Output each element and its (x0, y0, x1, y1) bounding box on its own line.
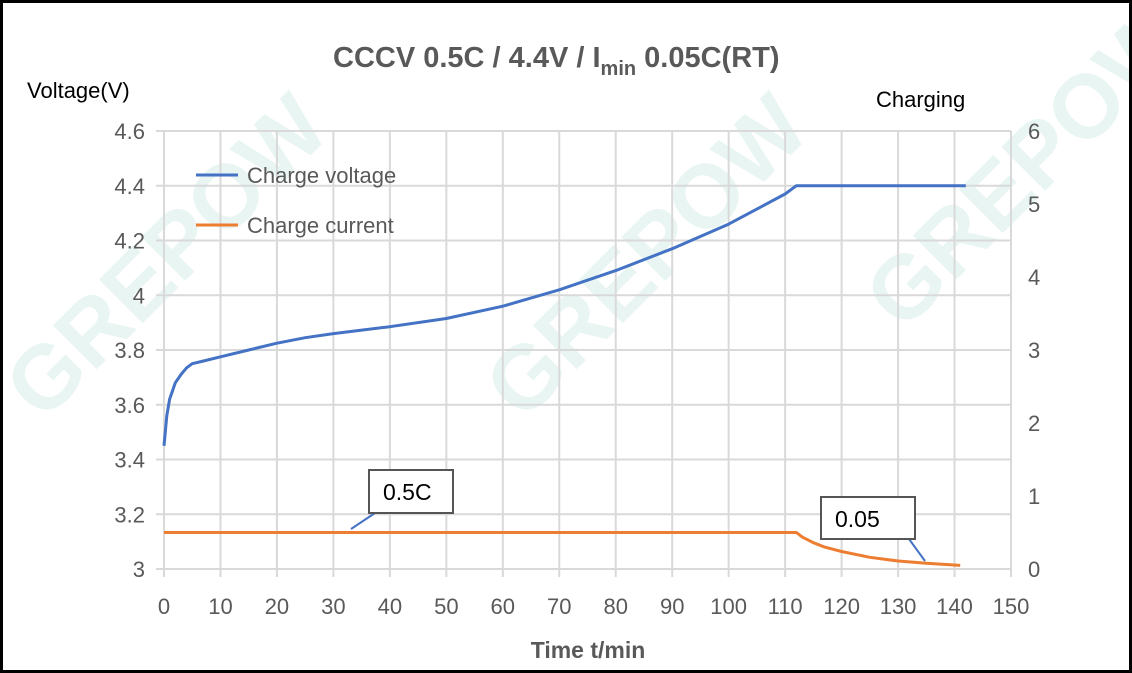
x-tick-label: 40 (378, 594, 402, 619)
x-tick-label: 110 (768, 594, 803, 619)
annotations: 0.5C 0.05 (350, 469, 926, 562)
y-right-tick-label: 6 (1028, 119, 1040, 144)
x-tick-label: 70 (547, 594, 571, 619)
y-right-tick-label: 4 (1028, 265, 1040, 290)
series-layer (162, 184, 966, 567)
y-left-tick-label: 4.4 (114, 174, 145, 199)
x-tick-label: 50 (434, 594, 458, 619)
legend-label: Charge voltage (247, 163, 396, 188)
annotation-box (368, 469, 454, 514)
annotation-box (820, 496, 916, 540)
x-tick-label: 20 (265, 594, 289, 619)
y-right-label: Charging (876, 87, 965, 112)
x-axis-label: Time t/min (531, 637, 646, 663)
y-left-tick-label: 4.6 (114, 119, 145, 144)
x-tick-label: 100 (710, 594, 747, 619)
x-tick-label: 10 (208, 594, 232, 619)
y-left-tick-label: 3.6 (114, 393, 145, 418)
tick-labels: 0 10 20 30 40 50 60 70 80 90 100 110 120 130 140 15033.… (114, 119, 1040, 619)
y-right-tick-label: 3 (1028, 338, 1040, 363)
chart-title: CCCV 0.5C / 4.4V / Imin 0.05C(RT) (333, 42, 780, 80)
legend: Charge voltage Charge current (196, 163, 396, 238)
annotation-label: 0.5C (383, 479, 432, 505)
x-tick-label: 80 (603, 594, 627, 619)
y-right-tick-label: 5 (1028, 192, 1040, 217)
x-tick-label: 150 (993, 594, 1030, 619)
y-left-tick-label: 4 (133, 283, 145, 308)
y-left-tick-label: 3.2 (114, 502, 145, 527)
series-line-charge-current (164, 531, 961, 567)
y-right-tick-label: 2 (1028, 411, 1040, 436)
annotation-leader (908, 538, 926, 562)
chart-svg: GREPOW GREPOW GREPOW CCCV 0.5C / 4.4V / Im… (3, 3, 1129, 663)
y-right-tick-label: 1 (1028, 484, 1040, 509)
x-tick-label: 30 (321, 594, 345, 619)
x-tick-label: 0 (158, 594, 170, 619)
y-left-label: Voltage(V) (27, 78, 130, 103)
x-tick-label: 140 (936, 594, 973, 619)
y-right-tick-label: 0 (1028, 557, 1040, 582)
annotation-label: 0.05 (835, 506, 880, 532)
x-tick-label: 90 (660, 594, 684, 619)
series-line-charge-voltage (162, 184, 966, 446)
y-left-tick-label: 4.2 (114, 229, 145, 254)
y-left-tick-label: 3.8 (114, 338, 145, 363)
x-tick-label: 130 (880, 594, 917, 619)
x-tick-label: 60 (491, 594, 515, 619)
x-tick-label: 120 (823, 594, 860, 619)
legend-label: Charge current (247, 213, 394, 238)
y-left-tick-label: 3.4 (114, 448, 145, 473)
annotation-leader (350, 512, 376, 530)
y-left-tick-label: 3 (133, 557, 145, 582)
